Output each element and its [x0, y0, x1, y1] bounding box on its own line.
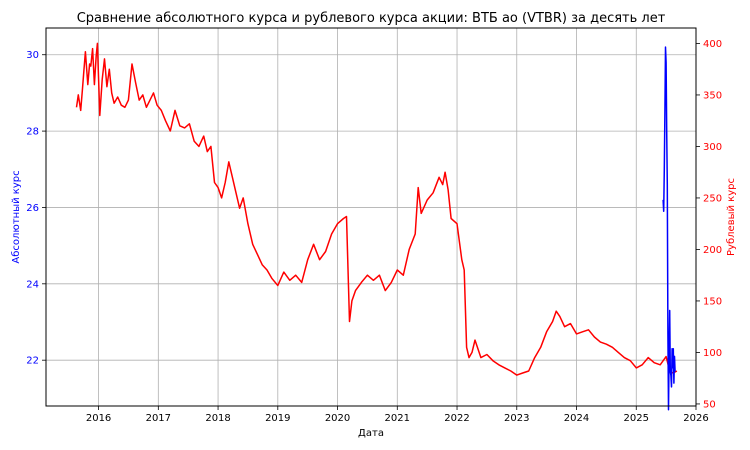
left-y-tick-label: 26 [26, 203, 39, 214]
left-y-tick-label: 28 [26, 127, 39, 138]
left-y-axis: 22 24 26 28 30 [26, 50, 46, 367]
x-tick-label: 2019 [265, 413, 290, 424]
right-y-tick-label: 400 [703, 39, 722, 50]
ruble-rate-line [75, 42, 678, 376]
right-y-tick-label: 50 [703, 399, 716, 410]
x-tick-label: 2023 [504, 413, 529, 424]
plot-frame [45, 27, 697, 407]
x-axis-label: Дата [358, 428, 384, 439]
right-y-tick-label: 350 [703, 90, 722, 101]
x-tick-label: 2018 [205, 413, 230, 424]
right-y-tick-label: 300 [703, 142, 722, 153]
x-tick-label: 2026 [683, 413, 708, 424]
x-tick-label: 2017 [146, 413, 171, 424]
chart-title: Сравнение абсолютного курса и рублевого … [77, 11, 666, 26]
left-y-axis-label: Абсолютный курс [11, 170, 22, 263]
x-tick-label: 2024 [564, 413, 589, 424]
x-tick-label: 2025 [624, 413, 649, 424]
right-y-axis: 50 100 150 200 250 300 350 400 [696, 39, 722, 410]
absolute-rate-line [662, 46, 676, 411]
left-y-tick-label: 30 [26, 50, 39, 61]
x-tick-label: 2022 [444, 413, 469, 424]
right-y-tick-label: 100 [703, 348, 722, 359]
series-layer [75, 42, 678, 411]
right-y-tick-label: 250 [703, 193, 722, 204]
left-y-tick-label: 22 [26, 356, 39, 367]
x-tick-label: 2020 [325, 413, 350, 424]
x-tick-label: 2016 [86, 413, 111, 424]
right-y-axis-label: Рублевый курс [726, 178, 737, 256]
x-axis: 2016 2017 2018 2019 2020 2021 2022 2023 2024 2025… [86, 406, 709, 424]
right-y-tick-label: 200 [703, 245, 722, 256]
left-y-tick-label: 24 [26, 279, 39, 290]
right-y-tick-label: 150 [703, 296, 722, 307]
x-tick-label: 2021 [385, 413, 410, 424]
